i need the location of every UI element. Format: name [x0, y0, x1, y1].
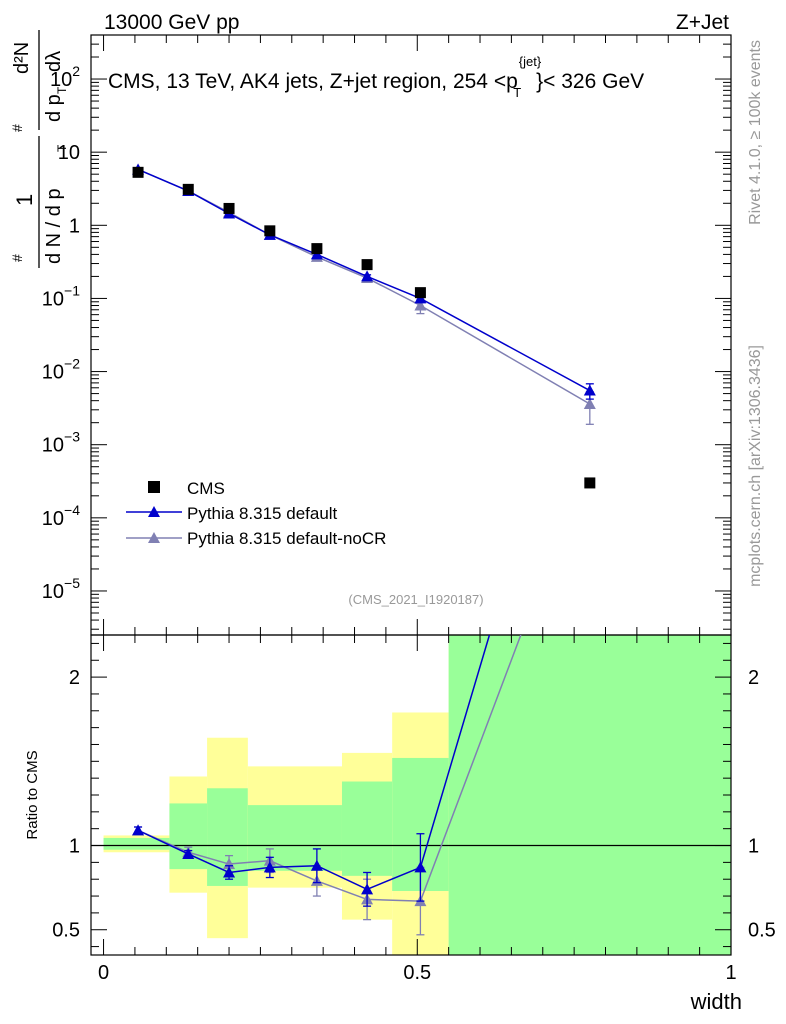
legend-marker-nocr	[148, 532, 160, 543]
ratio-point	[132, 824, 145, 836]
main-y-ticks: 102 10 1 10−1 10−2 10−3 10−4 10−5	[42, 34, 731, 630]
x-tick-label-2: 1	[725, 962, 736, 984]
ratio-y-axis-label: Ratio to CMS	[24, 750, 41, 839]
cms-point	[132, 166, 144, 178]
ylabel-den2: d p	[43, 94, 65, 122]
y-tick-label-2: 1	[69, 215, 80, 237]
ratio-point	[182, 847, 195, 859]
ratio-y-label-left-1: 1	[69, 836, 80, 858]
title-sup: {jet}	[519, 54, 542, 69]
title-main: CMS, 13 TeV, AK4 jets, Z+jet region, 254…	[108, 70, 518, 93]
ylabel-denom: d N / d p	[43, 188, 65, 264]
y-tick-label-5: 10−3	[42, 429, 80, 457]
ratio-y-label-right-1: 1	[748, 836, 759, 858]
header-left: 13000 GeV pp	[104, 11, 239, 34]
x-ticks: 0 0.5 1	[98, 35, 737, 984]
ratio-point	[310, 859, 323, 871]
ratio-y-label-right-0: 0.5	[748, 920, 776, 942]
cms-point	[182, 183, 194, 195]
ylabel-num: d²N	[11, 42, 33, 74]
x-tick-label-1: 0.5	[403, 962, 431, 984]
y-tick-label-0: 102	[50, 63, 80, 91]
ratio-y-label-right-2: 2	[748, 667, 759, 689]
ylabel-one: 1	[12, 194, 37, 206]
ratio-point	[414, 861, 427, 873]
ratio-point	[263, 861, 276, 873]
cms-point	[264, 225, 276, 237]
ylabel-hash-1: #	[9, 254, 25, 262]
x-tick-label-0: 0	[98, 962, 109, 984]
point	[583, 384, 596, 396]
rivet-label: Rivet 4.1.0, ≥ 100k events	[747, 40, 764, 225]
ratio-line-Pythia 8.315 default-noCR	[137, 635, 522, 902]
point	[583, 398, 596, 410]
cms-point	[223, 202, 235, 214]
x-axis-label: width	[690, 989, 742, 1014]
y-tick-label-6: 10−4	[42, 502, 80, 530]
band-green-3	[247, 805, 342, 871]
band-green-4	[341, 781, 393, 876]
legend-marker-cms	[148, 481, 160, 493]
line-Pythia 8.315 default	[137, 168, 591, 392]
legend-label-nocr: Pythia 8.315 default-noCR	[187, 529, 386, 548]
legend-label-default: Pythia 8.315 default	[187, 504, 338, 523]
ratio-bands	[103, 635, 731, 955]
ratio-point	[223, 866, 236, 878]
cms-point	[584, 477, 596, 489]
title-sub: T	[513, 85, 521, 100]
ratio-series	[132, 635, 522, 936]
ratio-y-label-left-2: 2	[69, 667, 80, 689]
legend-marker-default	[148, 506, 160, 517]
y-tick-label-1: 10	[58, 142, 80, 164]
ratio-ticks: 0.5 0.5 1 1 2 2	[52, 642, 776, 948]
ylabel-sub-1: T	[55, 144, 69, 152]
cms-point	[361, 259, 373, 271]
ylabel-hash-2: #	[9, 124, 25, 132]
ylabel-sub-2: T	[55, 86, 69, 94]
ratio-line-Pythia 8.315 default	[137, 635, 491, 891]
main-series	[132, 163, 596, 489]
ylabel-dlambda: dλ	[43, 51, 65, 72]
main-y-axis-label: # 1 d N / d p T # d²N d p T dλ	[9, 30, 69, 268]
cms-point	[311, 243, 323, 255]
point	[361, 270, 374, 282]
header-right: Z+Jet	[676, 11, 729, 34]
cms-point	[414, 287, 426, 299]
y-tick-label-4: 10−2	[42, 356, 80, 384]
band-green-0	[103, 837, 170, 850]
analysis-watermark: (CMS_2021_I1920187)	[348, 592, 483, 607]
title-end: }< 326 GeV	[536, 70, 644, 93]
ratio-point	[361, 883, 374, 895]
mcplots-label: mcplots.cern.ch [arXiv:1306.3436]	[747, 345, 764, 587]
line-Pythia 8.315 default-noCR	[137, 168, 591, 405]
legend: CMS Pythia 8.315 default Pythia 8.315 de…	[126, 479, 386, 548]
y-tick-label-3: 10−1	[42, 282, 80, 310]
band-green-6	[448, 635, 731, 955]
point	[414, 299, 427, 311]
plot-title: CMS, 13 TeV, AK4 jets, Z+jet region, 254…	[108, 54, 644, 100]
ratio-y-label-left-0: 0.5	[52, 920, 80, 942]
legend-label-cms: CMS	[187, 479, 225, 498]
y-tick-label-7: 10−5	[42, 575, 80, 603]
